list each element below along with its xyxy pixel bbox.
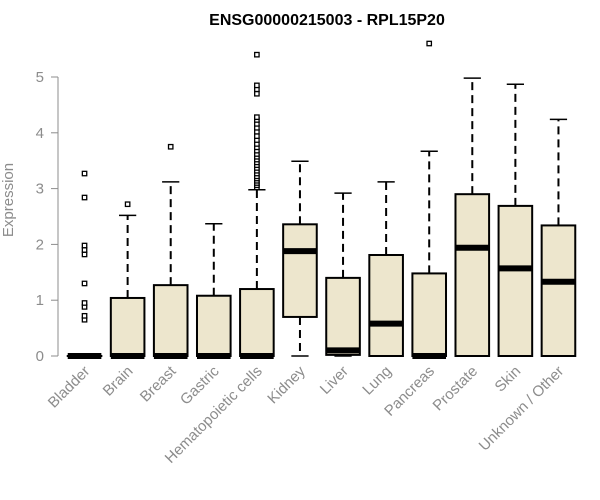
outlier-point	[254, 114, 260, 121]
x-tick-label: Breast	[137, 362, 180, 405]
outlier-point	[254, 90, 260, 97]
box-group-skin	[497, 83, 534, 357]
box-iqr	[239, 288, 275, 358]
y-tick-label: 3	[36, 181, 44, 198]
y-axis-label: Expression	[0, 163, 17, 237]
outlier-point	[254, 82, 260, 89]
outlier-point	[81, 242, 88, 249]
box-iqr	[152, 284, 189, 357]
chart-title: ENSG00000215003 - RPL15P20	[209, 12, 445, 29]
x-tick-label: Kidney	[264, 362, 309, 407]
outlier-point	[81, 312, 88, 319]
y-tick-label: 4	[36, 125, 44, 142]
x-tick-label: Lung	[359, 363, 395, 399]
box-group-brain	[109, 201, 146, 359]
outlier-point	[167, 143, 174, 150]
box-iqr	[454, 193, 491, 357]
x-tick-label: Prostate	[430, 363, 482, 415]
x-tick-label: Bladder	[45, 363, 94, 412]
box-group-unknown-other	[540, 118, 577, 357]
outlier-point	[81, 170, 88, 177]
box-group-gastric	[195, 223, 232, 359]
box-iqr	[109, 296, 146, 357]
x-tick-label: Brain	[100, 363, 137, 400]
box-iqr	[540, 224, 577, 357]
y-tick-label: 0	[36, 348, 44, 365]
outlier-point	[254, 51, 260, 58]
box-iqr	[325, 276, 361, 356]
box-iqr	[411, 272, 448, 357]
outlier-point	[124, 201, 131, 208]
outlier-point	[254, 133, 260, 139]
box-group-bladder	[66, 170, 103, 359]
outlier-point	[426, 40, 433, 47]
box-group-breast	[152, 143, 189, 359]
outlier-point	[81, 251, 88, 258]
box-group-pancreas	[411, 40, 448, 359]
y-axis: 0 1 2 3 4 5	[36, 69, 59, 365]
y-tick-label: 2	[36, 236, 44, 253]
y-tick-label: 5	[36, 69, 44, 86]
box-group-liver	[325, 192, 361, 357]
y-tick-label: 1	[36, 292, 44, 309]
x-tick-label: Liver	[317, 363, 352, 398]
box-group-hematopoietic-cells	[239, 51, 275, 359]
box-iqr	[282, 223, 318, 318]
box-iqr	[368, 254, 404, 357]
box-group-prostate	[454, 77, 491, 357]
box-iqr	[497, 204, 534, 357]
box-group-kidney	[282, 160, 318, 357]
x-tick-label: Skin	[492, 363, 525, 396]
outlier-point	[81, 247, 88, 253]
outlier-point	[81, 280, 88, 287]
box-iqr	[195, 294, 232, 357]
outlier-point	[81, 300, 88, 306]
boxes-layer	[66, 40, 577, 359]
outlier-point	[81, 194, 88, 201]
box-group-lung	[368, 181, 404, 357]
